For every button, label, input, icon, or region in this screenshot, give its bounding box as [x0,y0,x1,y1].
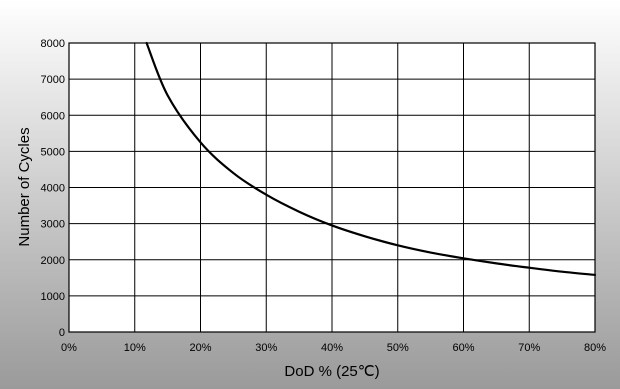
x-tick-label: 30% [255,342,277,354]
series-line-0 [145,41,597,277]
y-tick-label: 7000 [41,74,65,86]
x-tick-label: 0% [61,342,77,354]
x-tick-label: 20% [189,342,211,354]
y-tick-label: 3000 [41,219,65,231]
y-tick-label: 6000 [41,110,65,122]
y-tick-label: 1000 [41,291,65,303]
x-tick-label: 80% [584,342,606,354]
y-axis-title: Number of Cycles [16,127,33,246]
x-axis-title: DoD % (25℃) [284,363,379,380]
x-tick-label: 10% [124,342,146,354]
y-tick-label: 4000 [41,183,65,195]
series-layer [145,41,597,277]
plot-border [68,42,596,333]
y-tick-label: 5000 [41,146,65,158]
plot-frame [68,42,596,333]
x-tick-label: 60% [452,342,474,354]
y-tick-labels: 0 1000 2000 3000 4000 5000 6000 7000 8000 [41,38,65,339]
y-tick-label: 0 [59,327,65,339]
x-tick-labels: 0% 10% 20% 30% 40% 50% 60% 70% 80% [61,342,606,354]
x-tick-label: 40% [321,342,343,354]
x-tick-label: 50% [387,342,409,354]
y-tick-label: 2000 [41,255,65,267]
x-tick-label: 70% [518,342,540,354]
grid-lines [69,43,595,332]
y-tick-label: 8000 [41,38,65,50]
